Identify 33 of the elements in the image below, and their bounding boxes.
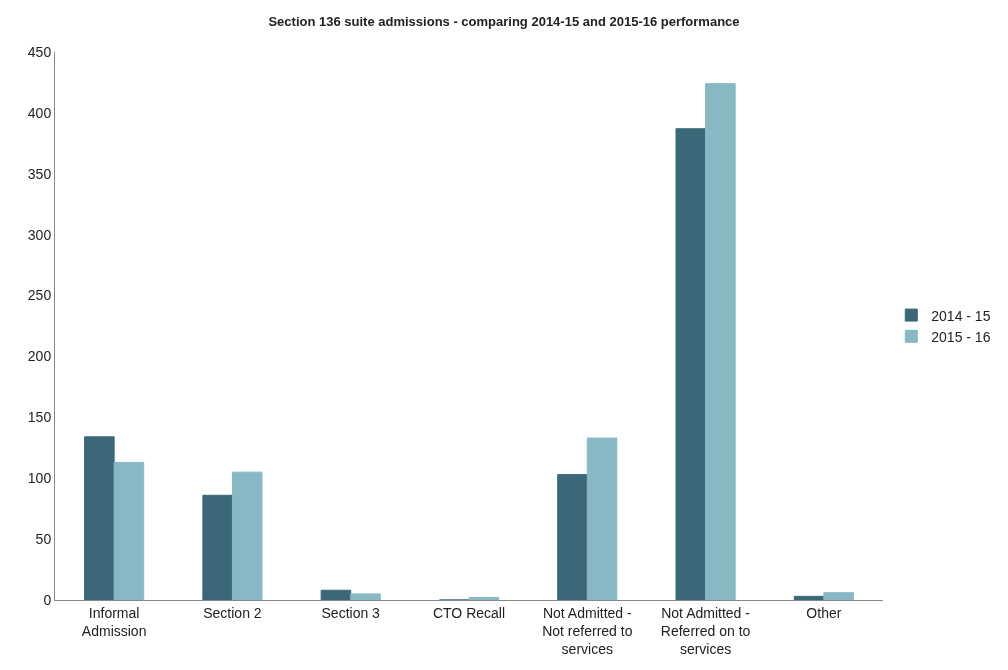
x-tick-label: Informal Admission — [81, 604, 147, 639]
y-tick-label: 350 — [27, 165, 52, 182]
legend-label: 2015 - 16 — [931, 328, 991, 345]
y-tick-label: 300 — [27, 226, 52, 243]
y-tick-label: 450 — [27, 43, 52, 60]
y-tick-label: 100 — [27, 470, 52, 487]
y-tick-label: 50 — [35, 531, 52, 548]
bar — [84, 436, 115, 600]
bar — [468, 597, 500, 600]
x-tick-label: Section 2 — [203, 604, 262, 621]
x-tick-label: CTO Recall — [432, 604, 506, 621]
y-tick-label: 150 — [27, 409, 52, 426]
bar — [705, 83, 736, 600]
bar — [320, 589, 352, 600]
x-tick-label: Not Admitted - Referred on to services — [660, 604, 751, 658]
x-tick-label: Other — [806, 604, 842, 621]
bar — [557, 474, 588, 600]
bar — [823, 592, 854, 600]
x-tick-label: Not Admitted - Not referred to services — [542, 604, 633, 658]
y-tick-label: 0 — [43, 591, 52, 608]
y-tick-label: 200 — [27, 348, 52, 365]
bar — [202, 494, 233, 600]
bar — [675, 128, 707, 600]
bar — [793, 595, 825, 600]
y-tick-label: 250 — [27, 287, 52, 304]
legend-label: 2014 - 15 — [931, 307, 991, 324]
bar — [586, 437, 618, 600]
y-tick-label: 400 — [27, 104, 52, 121]
bar — [231, 471, 263, 600]
chart-title: Section 136 suite admissions - comparing 2014-15 and 2015-16 performance — [268, 13, 740, 29]
bar — [113, 461, 145, 600]
x-tick-label: Section 3 — [321, 604, 381, 621]
bar — [350, 593, 381, 600]
